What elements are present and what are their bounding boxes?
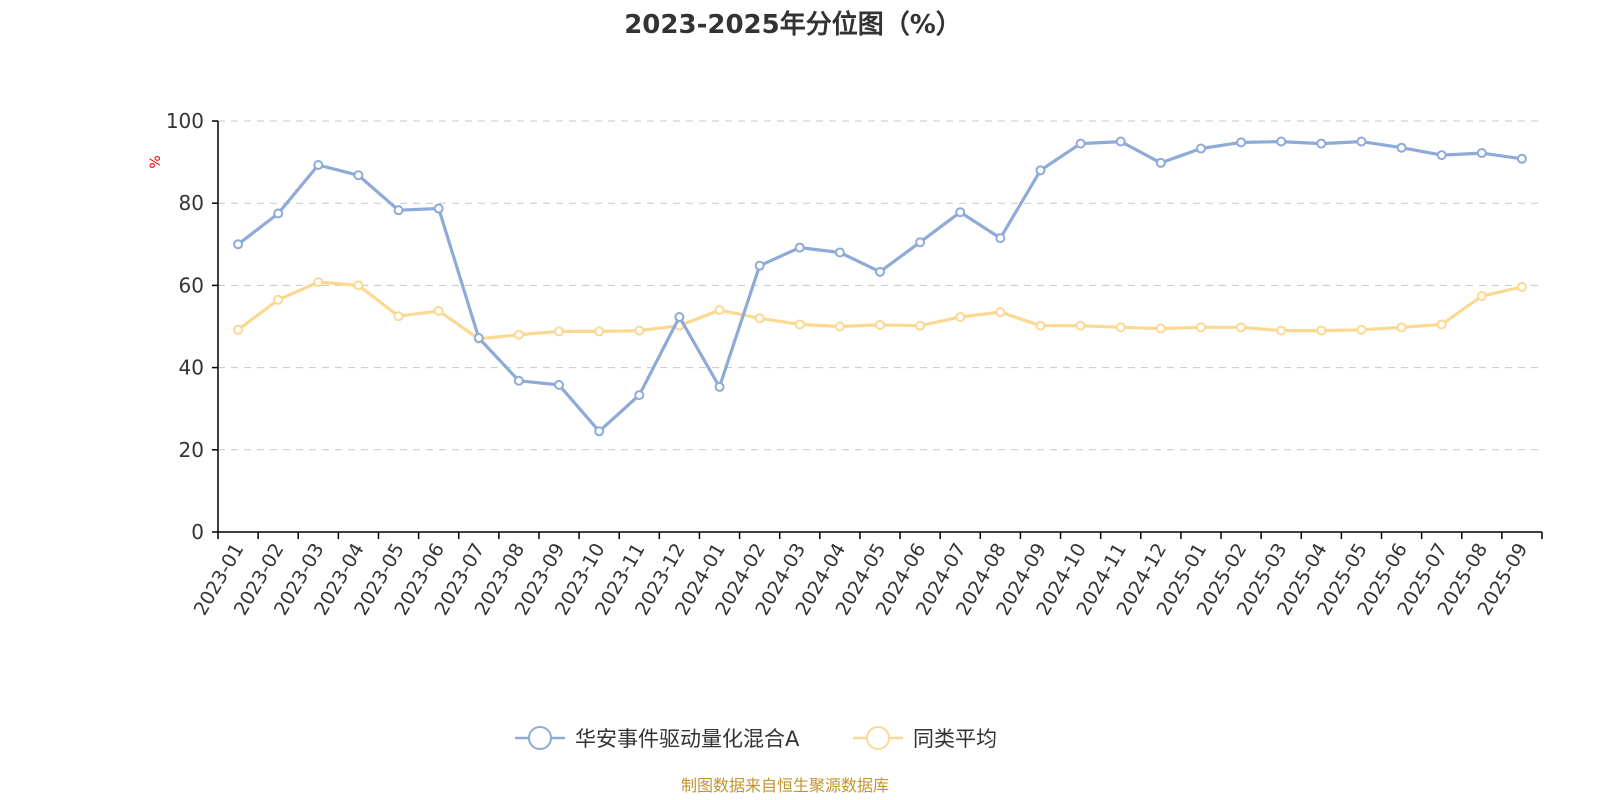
y-tick-label: 80 [179,191,204,215]
data-point[interactable] [1516,153,1527,164]
data-point[interactable] [834,321,845,332]
data-point[interactable] [1436,150,1447,161]
legend-marker [528,726,552,750]
data-point[interactable] [233,239,244,250]
data-point[interactable] [955,207,966,218]
data-point[interactable] [1115,136,1126,147]
data-point[interactable] [1476,291,1487,302]
data-point[interactable] [634,390,645,401]
data-point[interactable] [393,205,404,216]
chart-title: 2023-2025年分位图（%） [624,9,962,40]
data-point[interactable] [1276,325,1287,336]
data-point[interactable] [955,312,966,323]
data-point[interactable] [1316,325,1327,336]
data-point[interactable] [1356,324,1367,335]
data-point[interactable] [433,203,444,214]
series-2 [233,277,1527,344]
data-point[interactable] [794,319,805,330]
data-point[interactable] [513,329,524,340]
y-tick-label: 100 [166,109,204,133]
data-point[interactable] [1195,143,1206,154]
data-point[interactable] [995,307,1006,318]
series-line [237,140,1523,433]
data-point[interactable] [594,426,605,437]
data-point[interactable] [714,305,725,316]
data-point[interactable] [995,233,1006,244]
data-point[interactable] [1115,322,1126,333]
series-line [237,280,1523,341]
data-point[interactable] [634,325,645,336]
data-point[interactable] [714,381,725,392]
data-point[interactable] [1155,157,1166,168]
gridlines [218,120,1542,451]
data-point[interactable] [1396,322,1407,333]
data-point[interactable] [1516,282,1527,293]
series-lines [233,136,1527,437]
data-point[interactable] [554,326,565,337]
data-point[interactable] [353,170,364,181]
data-point[interactable] [794,242,805,253]
legend-marker [866,726,890,750]
data-point[interactable] [313,159,324,170]
data-point[interactable] [1236,322,1247,333]
data-point[interactable] [754,260,765,271]
data-point[interactable] [233,324,244,335]
data-point[interactable] [674,312,685,323]
data-point[interactable] [834,247,845,258]
y-tick-label: 60 [179,273,204,297]
data-point[interactable] [1316,138,1327,149]
data-point[interactable] [513,375,524,386]
legend: 华安事件驱动量化混合A 同类平均 [515,726,997,751]
data-point[interactable] [273,294,284,305]
data-point[interactable] [1236,137,1247,148]
data-point[interactable] [433,305,444,316]
data-point[interactable] [875,266,885,277]
data-point[interactable] [1436,319,1447,330]
data-point[interactable] [1396,142,1407,153]
legend-item-1[interactable]: 华安事件驱动量化混合A [515,726,800,751]
data-point[interactable] [1035,165,1046,176]
data-point[interactable] [554,379,565,390]
data-point[interactable] [1075,320,1086,331]
data-point[interactable] [273,208,284,219]
y-tick-label: 40 [179,356,204,380]
data-point[interactable] [915,320,926,331]
series-1 [233,136,1527,437]
data-point[interactable] [594,326,605,337]
data-point[interactable] [1155,323,1166,334]
legend-item-2[interactable]: 同类平均 [853,726,997,751]
data-point[interactable] [1476,148,1487,159]
data-point[interactable] [313,277,324,288]
data-point[interactable] [915,237,926,248]
y-axis-label: % [148,155,164,168]
data-point[interactable] [754,313,765,324]
data-point[interactable] [353,280,364,291]
data-point[interactable] [393,311,404,322]
legend-label: 华安事件驱动量化混合A [575,727,800,751]
data-point[interactable] [1195,322,1206,333]
data-point[interactable] [1035,320,1046,331]
data-point[interactable] [1075,138,1086,149]
data-point[interactable] [1276,136,1287,147]
y-tick-label: 0 [191,520,204,544]
y-tick-label: 20 [179,438,204,462]
data-point[interactable] [473,333,484,344]
legend-label: 同类平均 [913,727,997,751]
source-note: 制图数据来自恒生聚源数据库 [681,776,889,795]
data-point[interactable] [875,319,885,330]
data-point[interactable] [1356,136,1367,147]
